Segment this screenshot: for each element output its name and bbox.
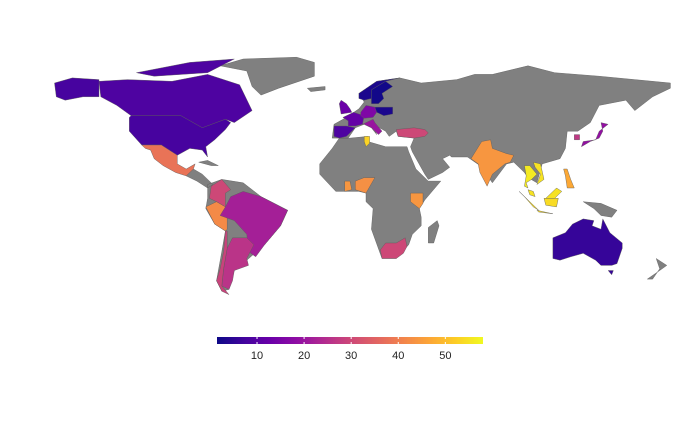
region	[355, 177, 376, 194]
colorbar-tick-label: 40	[392, 350, 404, 362]
region	[410, 192, 424, 209]
colorbar-tick-label: 30	[345, 350, 357, 362]
region	[364, 136, 370, 148]
region	[221, 237, 255, 290]
region	[362, 118, 383, 135]
region	[470, 139, 515, 187]
region	[342, 112, 365, 127]
regions	[54, 58, 623, 295]
region	[380, 237, 408, 259]
region	[396, 127, 429, 139]
region	[344, 180, 353, 192]
region	[333, 125, 356, 139]
region	[339, 99, 353, 115]
colorbar: 10 20 30 40 50	[217, 337, 483, 362]
region	[563, 168, 575, 189]
region	[209, 179, 232, 208]
colorbar-tick-label: 10	[251, 350, 263, 362]
colorbar-bar	[217, 337, 483, 344]
region	[518, 191, 559, 214]
colorbar-tick-label: 50	[439, 350, 451, 362]
region	[216, 230, 230, 295]
region	[141, 144, 196, 177]
region	[574, 134, 580, 140]
region	[374, 106, 393, 116]
colorbar-tick-label: 20	[298, 350, 310, 362]
region	[360, 105, 377, 119]
region	[581, 122, 609, 148]
region	[524, 165, 538, 189]
region	[552, 218, 623, 276]
region	[205, 201, 228, 232]
region	[532, 161, 545, 186]
region	[371, 81, 394, 104]
